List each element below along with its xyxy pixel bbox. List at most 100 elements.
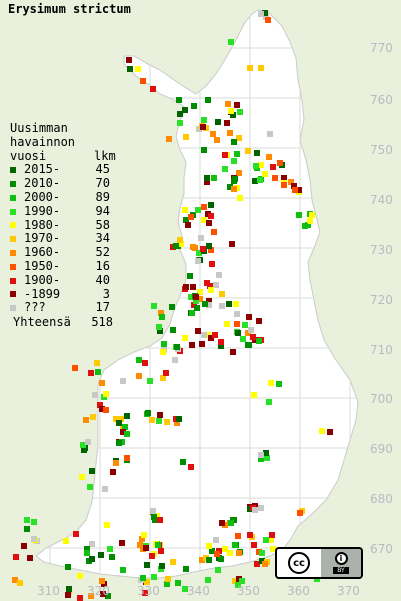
legend-total-row: Yhteensä 518 (10, 315, 116, 330)
legend-item: 1960- 52 (10, 245, 116, 260)
legend-rows: 2015- 45 2010- 70 2000- 89 1990- 94 1980- 58 1970-… (10, 163, 116, 315)
legend-swatch (10, 291, 16, 298)
observation-square (236, 135, 242, 141)
observation-square (157, 517, 163, 523)
legend-item-label: 1900- (24, 272, 61, 287)
y-axis-label: 770 (370, 41, 393, 55)
observation-square (142, 360, 148, 366)
observation-square (231, 186, 237, 192)
observation-square (237, 109, 243, 115)
observation-square (85, 439, 91, 445)
y-axis-label: 750 (370, 143, 393, 157)
observation-square (281, 175, 287, 181)
observation-square (227, 184, 233, 190)
observation-square (256, 318, 262, 324)
observation-square (206, 302, 212, 308)
observation-square (113, 416, 119, 422)
observation-square (246, 314, 252, 320)
observation-square (169, 304, 175, 310)
observation-square (107, 546, 113, 552)
observation-square (99, 406, 105, 412)
observation-square (157, 412, 163, 418)
observation-square (187, 273, 193, 279)
observation-square (236, 550, 242, 556)
observation-square (89, 556, 95, 562)
observation-square (177, 111, 183, 117)
observation-square (211, 229, 217, 235)
observation-square (104, 522, 110, 528)
observation-square (157, 328, 163, 334)
x-axis-label: 310 (37, 584, 60, 598)
observation-square (136, 357, 142, 363)
observation-square (276, 381, 282, 387)
observation-square (142, 590, 148, 596)
observation-square (258, 11, 264, 17)
observation-square (230, 112, 236, 118)
y-axis-label: 690 (370, 442, 393, 456)
observation-square (234, 151, 240, 157)
observation-square (240, 336, 246, 342)
legend-item: ??? 17 (10, 301, 116, 315)
legend-swatch (10, 208, 16, 215)
legend-item-label: 1970- (24, 231, 61, 246)
observation-square (201, 332, 207, 338)
observation-square (182, 586, 188, 592)
legend-header: Uusimman havainnon vuosi lkm (10, 121, 116, 163)
observation-squares (12, 10, 333, 601)
observation-square (113, 460, 119, 466)
cc-icon: cc (288, 552, 310, 574)
observation-square (246, 342, 252, 348)
y-axis-label: 730 (370, 243, 393, 257)
legend-swatch (10, 277, 16, 284)
legend-swatch (10, 250, 16, 257)
cc-by-license-badge[interactable]: cc i BY (275, 547, 363, 579)
observation-square (251, 542, 257, 548)
observation-square (234, 321, 240, 327)
observation-square (327, 429, 333, 435)
observation-square (195, 258, 201, 264)
observation-square (66, 586, 72, 592)
observation-square (120, 567, 126, 573)
observation-square (208, 247, 214, 253)
y-axis-label: 670 (370, 542, 393, 556)
legend-swatch (10, 222, 16, 229)
observation-square (160, 349, 166, 355)
observation-square (72, 365, 78, 371)
legend-swatch (10, 263, 16, 270)
observation-square (228, 108, 234, 114)
observation-square (149, 417, 155, 423)
observation-square (208, 335, 214, 341)
observation-square (232, 542, 238, 548)
legend-item: -1899 3 (10, 287, 116, 302)
observation-square (254, 150, 260, 156)
observation-square (13, 554, 19, 560)
observation-square (258, 505, 264, 511)
observation-square (258, 452, 264, 458)
observation-square (172, 357, 178, 363)
observation-square (90, 414, 96, 420)
observation-square (218, 343, 224, 349)
observation-square (202, 301, 208, 307)
observation-square (127, 66, 133, 72)
observation-square (215, 119, 221, 125)
observation-square (265, 17, 271, 23)
observation-square (269, 532, 275, 538)
observation-square (158, 548, 164, 554)
observation-square (174, 344, 180, 350)
legend-total-label: Yhteensä (13, 315, 71, 330)
observation-square (88, 370, 94, 376)
observation-square (233, 301, 239, 307)
observation-square (227, 130, 233, 136)
observation-square (98, 552, 104, 558)
observation-square (27, 555, 33, 561)
observation-square (188, 214, 194, 220)
legend-item-count: 34 (95, 231, 110, 246)
observation-square (314, 576, 320, 582)
observation-square (177, 237, 183, 243)
observation-square (245, 148, 251, 154)
observation-square (170, 559, 176, 565)
legend-item-count: 17 (95, 300, 110, 315)
observation-square (12, 577, 18, 583)
observation-square (156, 418, 162, 424)
observation-square (183, 134, 189, 140)
